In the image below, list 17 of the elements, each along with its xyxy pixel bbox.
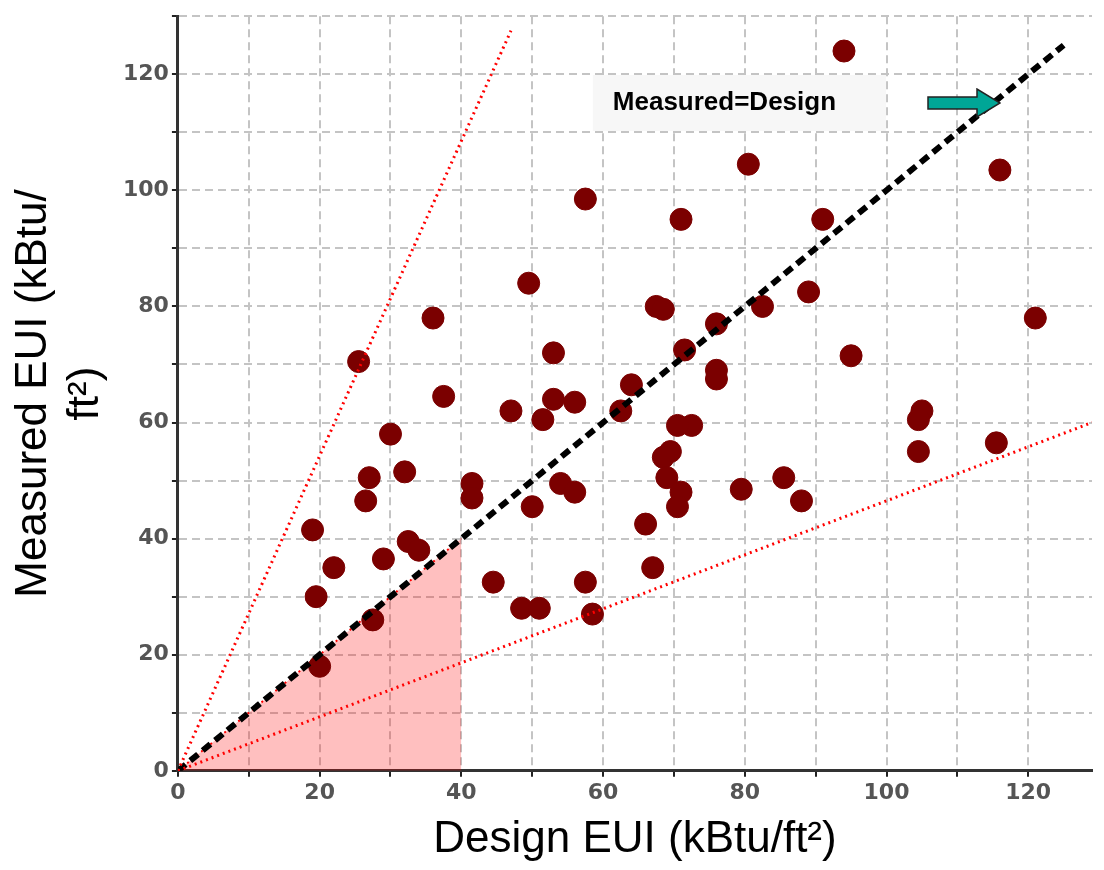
y-tick-label: 100 — [122, 176, 169, 202]
x-tick-label: 60 — [587, 778, 619, 804]
y-tick-label: 80 — [138, 292, 169, 318]
y-tick-label: 60 — [138, 408, 169, 434]
y-tick-label: 0 — [153, 756, 169, 782]
y-tick-label: 40 — [138, 524, 169, 550]
x-tick-label: 120 — [1005, 778, 1052, 804]
x-tick-label: 20 — [304, 778, 335, 804]
x-axis-title: Design EUI (kBtu/ft²) — [433, 811, 837, 861]
y-tick-label: 20 — [138, 640, 169, 666]
x-tick-label: 80 — [729, 778, 761, 804]
y-axis-title: Measured EUI (kBtu/ft²) — [6, 188, 108, 598]
x-tick-label: 0 — [170, 778, 186, 804]
x-tick-label: 100 — [863, 778, 910, 804]
y-tick-label: 120 — [122, 59, 169, 85]
x-tick-label: 40 — [446, 778, 477, 804]
annotation: Measured=Design — [612, 86, 837, 117]
